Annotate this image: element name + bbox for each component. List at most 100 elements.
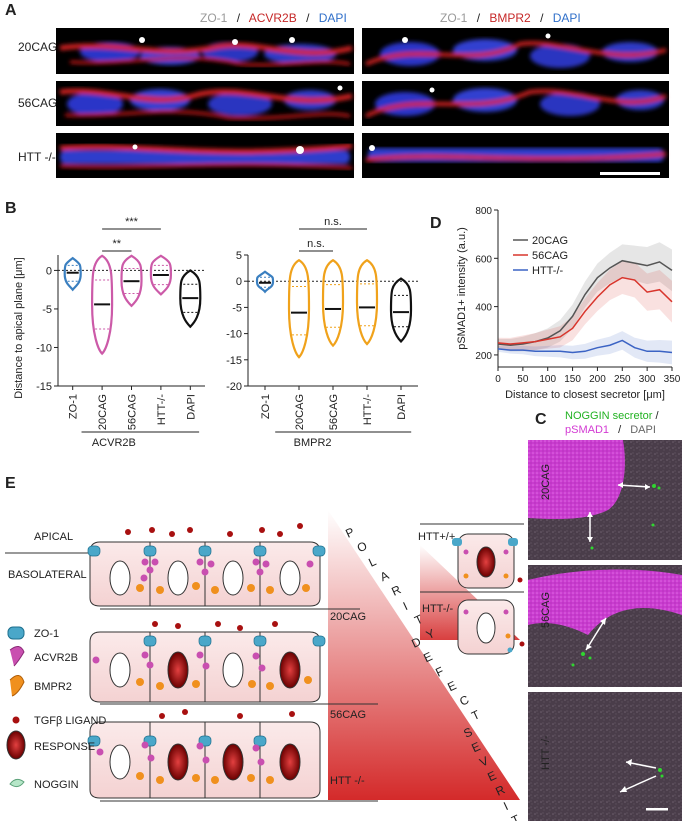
band-56CAG (498, 261, 672, 351)
image-c-20cag (528, 440, 682, 560)
x-tick-label: 100 (539, 374, 556, 385)
legend-icons (6, 626, 26, 788)
legend-tgfb: TGFβ LIGAND (34, 715, 106, 727)
dapi-label: DAPI (552, 11, 581, 25)
sig-label-2: ** (113, 238, 122, 250)
separator: / (655, 410, 659, 422)
legend-label-20CAG: 20CAG (532, 235, 568, 247)
legend-acvr2b: ACVR2B (34, 652, 78, 664)
panel-label-d: D (430, 215, 442, 232)
row-label-56cag: 56CAG (18, 96, 58, 110)
apical-label: APICAL (34, 531, 73, 543)
legend-response: RESPONSE (34, 741, 95, 753)
diag-letter: R (389, 582, 403, 598)
b-ylabel: Distance to apical plane [μm] (13, 257, 25, 398)
scale-bar (600, 172, 660, 175)
noggin-label: NOGGIN secretor (565, 410, 653, 422)
panel-a-left-header: ZO-1 / ACVR2B / DAPI (200, 11, 347, 25)
diagonal-text: POLARITYDEFECTSEVERITY (343, 525, 522, 821)
y-tick-label: -15 (226, 355, 242, 367)
panel-c-images (528, 440, 682, 821)
basolateral-label: BASOLATERAL (8, 569, 87, 581)
x-tick-label: 200 (589, 374, 606, 385)
x-tick-label: 250 (614, 374, 631, 385)
violin-HTT-/- (149, 254, 173, 296)
violin-20CAG (287, 258, 311, 359)
y-tick-label: -5 (232, 302, 242, 314)
c-row-htt: HTT -/- (540, 735, 552, 770)
panel-c-header-2: pSMAD1 / DAPI (565, 424, 656, 436)
y-tick-label: -10 (36, 342, 52, 354)
separator: / (476, 11, 481, 25)
y-tick-label: 5 (236, 250, 242, 262)
x-tick-label: 50 (517, 374, 529, 385)
x-tick-label: 0 (495, 374, 501, 385)
diag-letter: T (469, 707, 482, 723)
c-row-56cag: 56CAG (540, 591, 552, 628)
x-tick-label: 56CAG (328, 394, 340, 430)
x-tick-label: DAPI (185, 394, 197, 420)
violin-ZO-1 (255, 270, 275, 294)
band-HTT-/- (498, 331, 672, 365)
violin-HTT-/- (355, 258, 379, 346)
d-ylabel: pSMAD1+ intensity (a.u.) (456, 227, 468, 350)
violin-DAPI (389, 277, 413, 344)
legend-label-HTT-/-: HTT-/- (532, 265, 563, 277)
image-bmpr-56cag (362, 81, 669, 126)
x-tick-label: DAPI (396, 394, 408, 420)
sig-label-1: n.s. (324, 216, 342, 228)
row-label-htt: HTT -/- (18, 150, 56, 164)
x-tick-label: ZO-1 (260, 394, 272, 419)
y-tick-label: 400 (475, 303, 492, 314)
dapi-label: DAPI (630, 424, 656, 436)
y-tick-label: 600 (475, 254, 492, 265)
inset-label-ko: HTT-/- (422, 603, 453, 615)
row-e-htt: HTT -/- (330, 775, 365, 787)
separator: / (540, 11, 544, 25)
violin-DAPI (179, 269, 202, 329)
violin-56CAG (321, 258, 345, 348)
x-tick-label: 20CAG (294, 394, 306, 430)
x-tick-label: 300 (639, 374, 656, 385)
y-tick-label: 800 (475, 206, 492, 217)
y-tick-label: -20 (226, 381, 242, 393)
violin-20CAG (90, 254, 114, 356)
x-tick-label: HTT-/- (362, 394, 374, 425)
x-tick-label: 350 (664, 374, 681, 385)
diag-letter: C (457, 692, 471, 708)
y-tick-label: -5 (42, 304, 52, 316)
group-label: ACVR2B (92, 437, 136, 449)
microscopy-images-a (56, 28, 669, 178)
y-tick-label: 200 (475, 351, 492, 362)
diag-letter: O (355, 539, 369, 556)
legend-bmpr2: BMPR2 (34, 681, 72, 693)
panel-a-right-header: ZO-1 / BMPR2 / DAPI (440, 11, 581, 25)
violin-56CAG (120, 254, 143, 308)
image-acvr-56cag (56, 81, 354, 126)
diag-letter: I (501, 799, 510, 813)
d-xlabel: Distance to closest secretor [μm] (505, 389, 665, 401)
legend-noggin: NOGGIN (34, 779, 79, 791)
severity-triangle (328, 510, 520, 800)
line-20CAG (497, 259, 673, 347)
panel-c-header: NOGGIN secretor / (565, 410, 659, 422)
inset-label-wt: HTT+/+ (418, 531, 455, 543)
diag-letter: L (366, 554, 378, 570)
diag-letter: T (509, 812, 522, 821)
x-tick-label: 20CAG (97, 394, 109, 430)
image-c-htt (528, 692, 682, 821)
sig-label-1: *** (125, 216, 139, 228)
panel-label-b: B (5, 200, 17, 217)
row-e-20cag: 20CAG (330, 611, 366, 623)
legend-zo1: ZO-1 (34, 628, 59, 640)
scale-bar (646, 808, 668, 811)
x-tick-label: ZO-1 (68, 394, 80, 419)
panel-label-a: A (5, 2, 17, 19)
y-tick-label: -10 (226, 329, 242, 341)
line-56CAG (497, 276, 673, 345)
legend-label-56CAG: 56CAG (532, 250, 568, 262)
psmad1-label: pSMAD1 (565, 424, 610, 436)
c-row-20cag: 20CAG (540, 463, 552, 500)
row-label-20cag: 20CAG (18, 40, 58, 54)
panel-label-e: E (5, 475, 16, 492)
